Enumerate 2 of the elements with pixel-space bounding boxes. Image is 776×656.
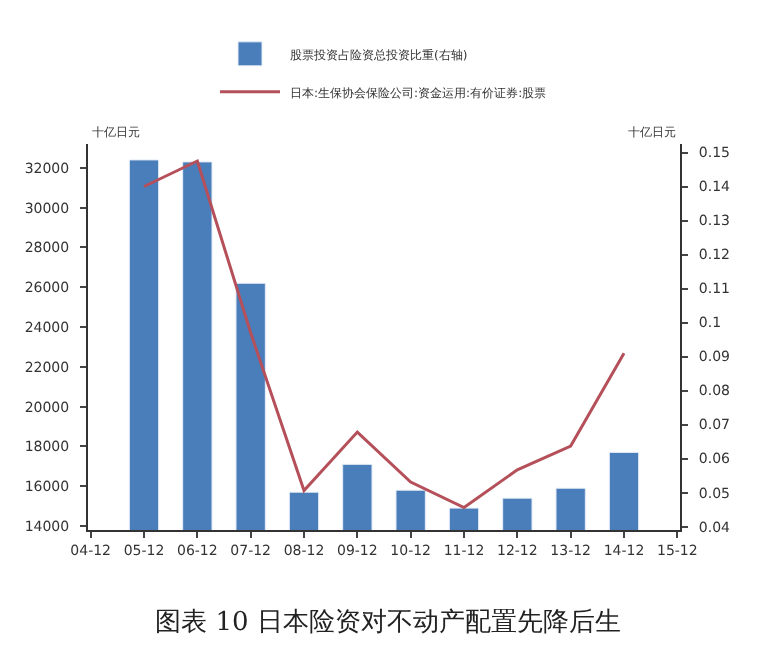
- text: 图表 10 日本险资对不动产配置先降后生: [155, 607, 621, 638]
- line-series: [142, 159, 626, 510]
